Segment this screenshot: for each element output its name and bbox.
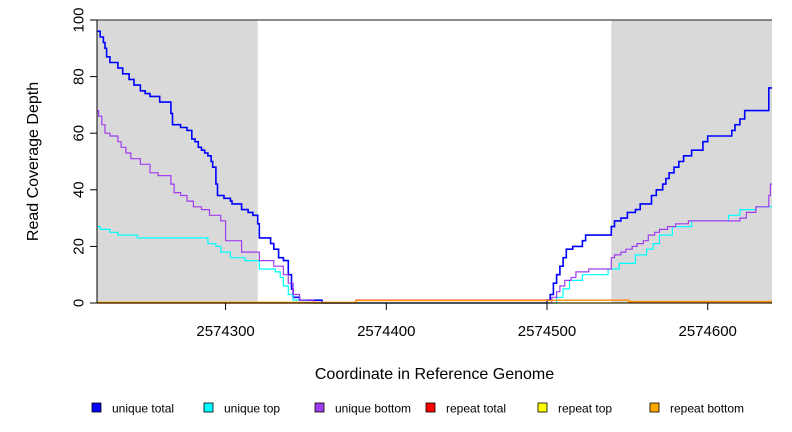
y-tick-label-40: 40 — [70, 181, 87, 198]
x-tick-label-2574400: 2574400 — [357, 323, 415, 340]
shaded-regions — [97, 20, 772, 303]
legend-swatch-repeat-total — [425, 402, 436, 413]
y-axis-title: Read Coverage Depth — [25, 82, 42, 241]
x-tick-label-2574500: 2574500 — [518, 323, 576, 340]
y-tick-label-100: 100 — [70, 7, 87, 32]
x-axis: 2574300 2574400 2574500 2574600 — [97, 302, 772, 340]
series-line-unique-total — [97, 30, 772, 304]
shaded-region-2 — [611, 20, 772, 303]
legend-label-repeat-top: repeat top — [558, 402, 612, 416]
legend-label-repeat-bottom: repeat bottom — [670, 402, 744, 416]
legend-label-repeat-total: repeat total — [446, 402, 506, 416]
legend-label-unique-total: unique total — [112, 402, 174, 416]
legend-swatch-unique-top — [203, 402, 214, 413]
y-tick-label-0: 0 — [70, 299, 87, 307]
legend-swatch-repeat-bottom — [649, 402, 660, 413]
x-tick-label-2574600: 2574600 — [679, 323, 737, 340]
legend-label-unique-top: unique top — [224, 402, 280, 416]
legend-label-unique-bottom: unique bottom — [335, 402, 411, 416]
y-tick-label-20: 20 — [70, 238, 87, 255]
legend: unique total unique top unique bottom repea… — [91, 402, 744, 416]
y-tick-label-60: 60 — [70, 125, 87, 142]
series-line-unique-bottom — [97, 110, 772, 304]
legend-swatch-repeat-top — [537, 402, 548, 413]
x-axis-title: Coordinate in Reference Genome — [315, 366, 554, 383]
y-axis: 0 20 40 60 80 100 — [70, 7, 98, 307]
shaded-region-1 — [97, 20, 258, 303]
y-tick-label-80: 80 — [70, 68, 87, 85]
legend-swatch-unique-total — [91, 402, 102, 413]
x-tick-label-2574300: 2574300 — [196, 323, 254, 340]
series-line-repeat-bottom — [97, 299, 772, 303]
legend-swatch-unique-bottom — [314, 402, 325, 413]
